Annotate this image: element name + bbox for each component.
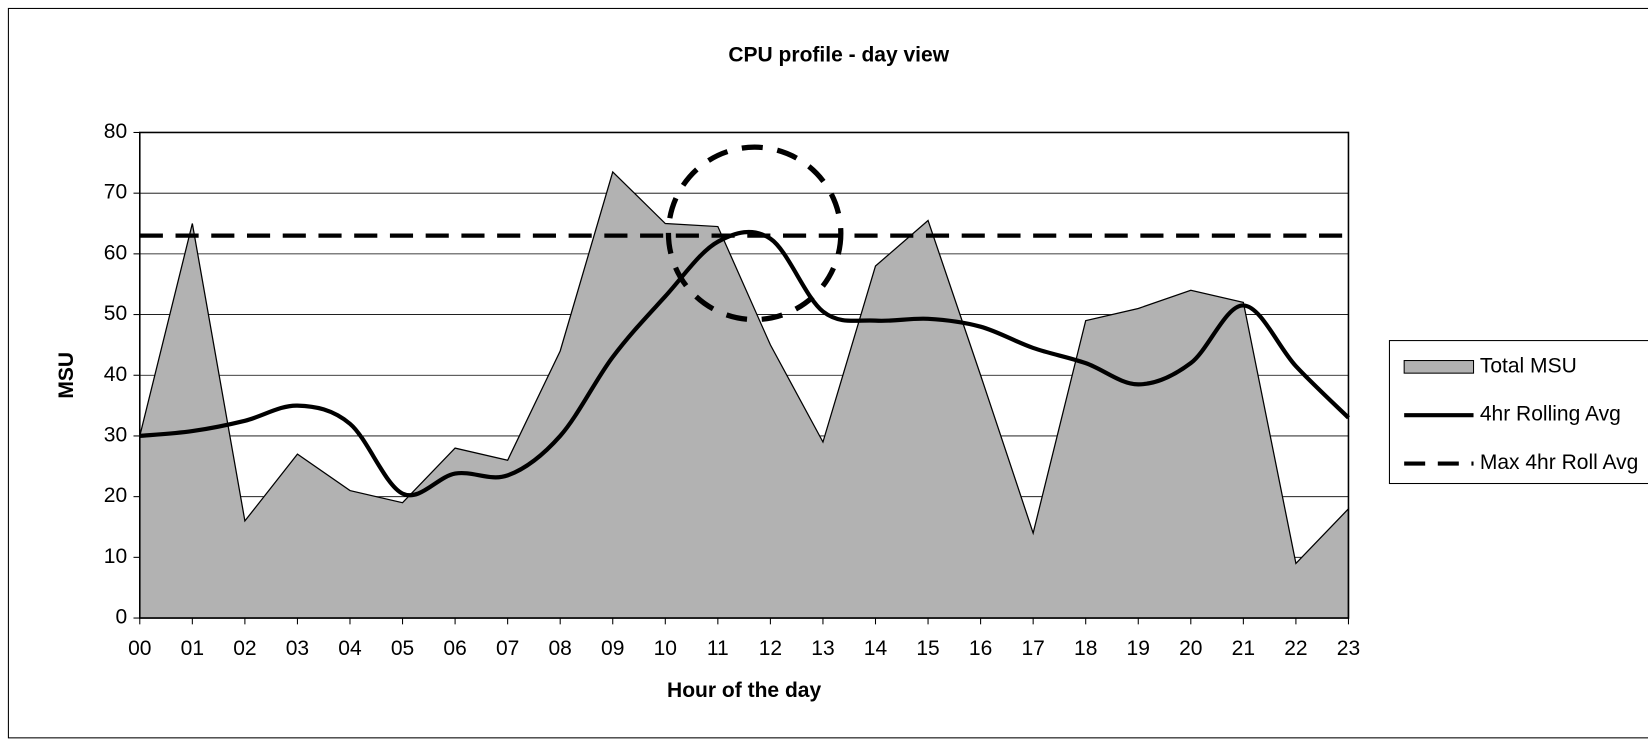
x-tick-label: 00	[128, 637, 151, 660]
x-tick-label: 22	[1284, 637, 1307, 660]
x-axis-label: Hour of the day	[667, 679, 821, 702]
highlight-circle	[665, 144, 844, 323]
area	[139, 170, 1350, 619]
x-tick-label: 09	[601, 637, 624, 660]
marks	[139, 170, 1350, 619]
y-tick-label: 20	[104, 484, 127, 507]
x-tick-label: 11	[707, 637, 729, 660]
x-tick-label: 20	[1179, 637, 1202, 660]
y-tick-label: 0	[115, 606, 127, 629]
x-tick-label: 04	[338, 637, 362, 660]
x-tick-label: 01	[181, 637, 204, 660]
legend-label: Total MSU	[1480, 354, 1577, 377]
y-axis-label: MSU	[55, 352, 78, 399]
chart-title: CPU profile - day view	[728, 43, 949, 66]
plot-border	[138, 131, 1350, 619]
x-tick-label: 16	[969, 637, 992, 660]
x-tick-label: 17	[1021, 637, 1044, 660]
x-tick-label: 05	[391, 637, 414, 660]
line	[139, 229, 1350, 498]
y-tick-label: 10	[104, 545, 127, 568]
x-tick-label: 13	[811, 637, 834, 660]
legend-label: Max 4hr Roll Avg	[1480, 451, 1638, 474]
x-tick-label: 18	[1074, 637, 1097, 660]
y-tick-label: 50	[104, 302, 127, 325]
y-tick-label: 70	[104, 181, 127, 204]
x-tick-label: 06	[443, 637, 466, 660]
y-tick-label: 40	[104, 363, 127, 386]
x-tick-label: 19	[1127, 637, 1150, 660]
x-tick-label: 21	[1232, 637, 1255, 660]
x-tick-label: 12	[759, 637, 782, 660]
legend-swatch	[1403, 360, 1475, 374]
x-tick-label: 14	[864, 637, 888, 660]
y-tick-label: 60	[104, 241, 127, 264]
x-tick-label: 07	[496, 637, 519, 660]
x-tick-label: 08	[548, 637, 571, 660]
x-tick-label: 15	[916, 637, 939, 660]
x-tick-label: 02	[233, 637, 256, 660]
x-tick-label: 03	[286, 637, 309, 660]
x-tick-label: 10	[654, 637, 677, 660]
y-tick-label: 30	[104, 423, 127, 446]
y-tick-label: 80	[104, 120, 127, 143]
legend: Total MSU 4hr Rolling Avg Max 4hr Roll Avg	[1388, 340, 1648, 485]
x-tick-label: 23	[1337, 637, 1360, 660]
legend-label: 4hr Rolling Avg	[1480, 403, 1621, 426]
